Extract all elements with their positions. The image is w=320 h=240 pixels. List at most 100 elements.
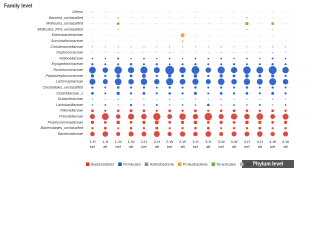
- x-tick-sublabel: aft: [206, 145, 211, 149]
- bubble: [232, 63, 236, 66]
- bubble: [143, 23, 145, 24]
- bubble: [117, 63, 120, 66]
- bubble: [127, 66, 135, 74]
- bubble: [233, 98, 235, 100]
- bubble: [194, 17, 196, 19]
- bubble: [207, 17, 209, 19]
- x-tick-label: 3-W: [218, 140, 225, 144]
- bubble: [129, 103, 133, 107]
- bubble: [220, 86, 223, 89]
- bubble: [155, 63, 158, 66]
- row-label: Eubacteriaceae: [58, 97, 83, 101]
- bubble: [220, 23, 222, 24]
- row-label: Ruminococcaceae: [53, 68, 83, 72]
- column-header-box: [242, 160, 294, 168]
- bubble: [142, 109, 146, 113]
- bubble: [102, 67, 109, 73]
- bubble: [143, 52, 145, 54]
- bubble: [271, 127, 274, 130]
- column-header: Phylum level: [253, 162, 284, 168]
- bubble: [181, 104, 184, 106]
- bubble: [169, 34, 171, 36]
- bubble: [180, 120, 185, 124]
- bubble: [182, 46, 184, 48]
- bubble: [117, 57, 120, 60]
- x-tick-sublabel: aft: [129, 145, 134, 149]
- bubble: [246, 57, 248, 60]
- bubble: [117, 98, 119, 100]
- bubble: [192, 78, 199, 85]
- bubble: [179, 66, 186, 74]
- bubble: [116, 120, 120, 125]
- bubble: [232, 92, 236, 95]
- bubble: [207, 34, 209, 36]
- bubble: [130, 46, 132, 48]
- bubble: [89, 78, 96, 85]
- bubble: [129, 86, 133, 89]
- bubble: [156, 23, 158, 24]
- bubble: [268, 66, 277, 75]
- bubble: [195, 23, 196, 24]
- bubble: [181, 92, 184, 95]
- bubble: [284, 109, 287, 113]
- bubble: [169, 98, 171, 100]
- bubble: [195, 52, 196, 54]
- bubble: [153, 131, 160, 137]
- bubble: [220, 52, 222, 54]
- bubble: [105, 40, 106, 42]
- bubble: [245, 109, 249, 113]
- bubble: [233, 86, 236, 89]
- bubble: [270, 114, 276, 119]
- bubble: [91, 86, 94, 89]
- bubble: [232, 126, 236, 130]
- bubble: [104, 52, 106, 54]
- bubble: [181, 127, 184, 130]
- row-label: Clostridiales_unclassified: [43, 85, 84, 89]
- row-label: Mollicutes_RF9_unclassified: [37, 27, 84, 31]
- bubble: [191, 66, 200, 75]
- bubble: [117, 28, 119, 30]
- bubble: [220, 63, 223, 66]
- row-label: Others: [72, 10, 83, 14]
- bubble: [143, 29, 145, 30]
- x-tick-label: 3-H: [192, 140, 198, 144]
- bubble: [115, 114, 121, 119]
- bubble: [130, 17, 132, 19]
- x-tick-label: 4-H: [244, 140, 250, 144]
- chart: Family level Phylum level Others Bacteria…: [4, 3, 294, 168]
- row-label: Clostridiaceae_1: [56, 91, 83, 95]
- bubble: [92, 23, 93, 24]
- bubble: [117, 104, 119, 106]
- bubble: [258, 92, 261, 95]
- bubble: [129, 63, 133, 66]
- x-tick-label: 1-H: [102, 140, 108, 144]
- bubble: [217, 66, 225, 74]
- bubble: [143, 34, 145, 36]
- bubble: [169, 46, 171, 48]
- row-label: Erysipelotrichaceae: [52, 62, 83, 66]
- bubble: [142, 91, 146, 95]
- x-tick-sublabel: aft: [155, 145, 160, 149]
- row-header: Family level: [4, 3, 33, 9]
- bubble: [233, 23, 235, 24]
- bubble: [89, 66, 96, 74]
- bubble: [156, 52, 158, 54]
- bubble: [168, 92, 171, 95]
- bubble: [155, 103, 158, 106]
- bubble: [206, 120, 210, 124]
- bubble: [168, 109, 172, 113]
- bubble: [105, 29, 106, 30]
- bubble: [259, 52, 261, 54]
- bubble: [284, 104, 287, 106]
- bubble: [143, 104, 145, 106]
- bubble: [181, 74, 184, 78]
- bubble: [155, 74, 158, 78]
- bubble: [285, 34, 286, 36]
- bubble: [182, 52, 183, 54]
- bubble: [128, 131, 134, 137]
- bubble: [104, 46, 106, 48]
- bubble: [168, 74, 172, 78]
- x-tick-sublabel: aft: [103, 145, 108, 149]
- x-tick-label: 3-W: [231, 140, 238, 144]
- bubble: [282, 66, 289, 74]
